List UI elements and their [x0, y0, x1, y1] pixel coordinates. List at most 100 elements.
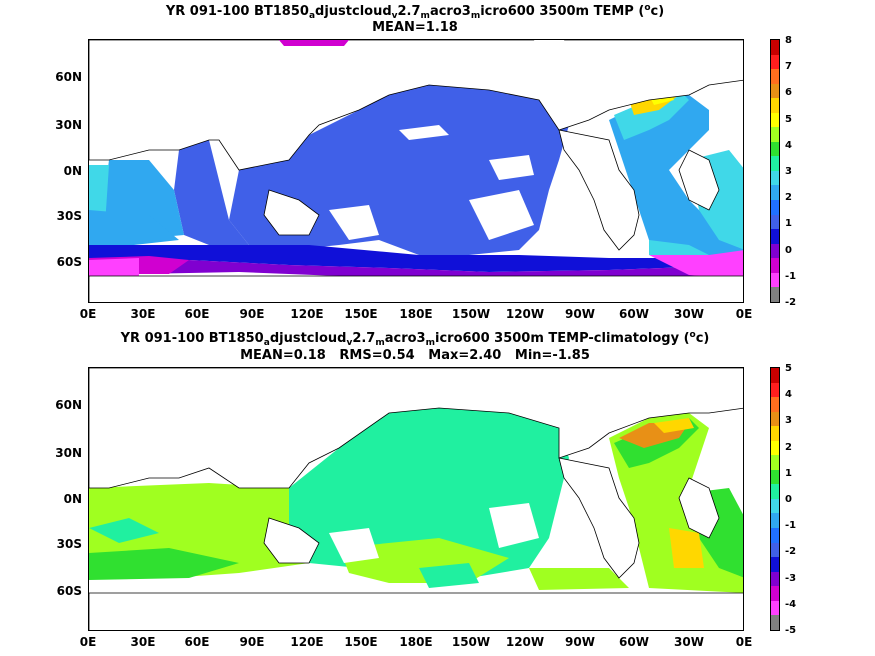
colorbar-tick-label: 2	[785, 441, 792, 453]
colorbar-tick-label: 3	[785, 166, 792, 177]
panel1-lat-30n: 30N	[55, 118, 82, 132]
colorbar-swatch	[771, 586, 779, 601]
panel2-lon-0e-end: 0E	[735, 635, 753, 649]
panel2-lat-30n: 30N	[55, 446, 82, 460]
colorbar-swatch	[771, 513, 779, 529]
panel1-lon-180e: 180E	[399, 307, 433, 321]
colorbar-swatch	[771, 615, 779, 630]
colorbar-tick-label: -5	[785, 625, 797, 636]
panel2-title: YR 091-100 BT1850adjustcloudv2.7macro3mi…	[120, 330, 710, 348]
panel1-lon-0e-end: 0E	[735, 307, 753, 321]
panel2-lon-150w: 150W	[451, 635, 491, 649]
colorbar-tick-label: -4	[785, 598, 797, 610]
colorbar-swatch	[771, 528, 779, 543]
panel2-lat-60s: 60S	[56, 584, 82, 598]
panel2-lon-90e: 90E	[239, 635, 265, 649]
colorbar-swatch	[771, 498, 779, 514]
panel2-colorbar	[770, 367, 780, 631]
colorbar-swatch	[771, 287, 779, 302]
panel1-lon-0e: 0E	[79, 307, 97, 321]
colorbar-tick-label: -1	[785, 520, 797, 532]
panel2-map-graphic	[89, 368, 743, 630]
colorbar-swatch	[771, 141, 779, 157]
panel1-lon-60w: 60W	[619, 307, 649, 321]
panel1-lon-30e: 30E	[130, 307, 156, 321]
panel1-map	[88, 39, 744, 303]
panel1-lon-90e: 90E	[239, 307, 265, 321]
colorbar-tick-label: 0	[785, 244, 792, 256]
panel1-lon-150e: 150E	[344, 307, 378, 321]
colorbar-swatch	[771, 411, 779, 427]
panel2-lon-150e: 150E	[344, 635, 378, 649]
colorbar-swatch	[771, 455, 779, 470]
colorbar-swatch	[771, 368, 779, 383]
colorbar-tick-label: 2	[785, 192, 792, 204]
colorbar-tick-label: 7	[785, 61, 792, 73]
panel2-lat-60n: 60N	[55, 398, 82, 412]
colorbar-swatch	[771, 243, 779, 259]
colorbar-swatch	[771, 54, 779, 70]
colorbar-swatch	[771, 382, 779, 398]
panel1-lat-30s: 30S	[56, 209, 82, 223]
colorbar-swatch	[771, 484, 779, 499]
colorbar-swatch	[771, 571, 779, 587]
panel1-lat-60n: 60N	[55, 70, 82, 84]
panel1-colorbar	[770, 39, 780, 303]
colorbar-swatch	[771, 469, 779, 485]
colorbar-tick-label: 5	[785, 113, 792, 125]
panel2-lon-120e: 120E	[290, 635, 324, 649]
colorbar-tick-label: -2	[785, 546, 797, 558]
colorbar-swatch	[771, 200, 779, 215]
colorbar-swatch	[771, 426, 779, 441]
colorbar-swatch	[771, 69, 779, 84]
panel2-lon-30e: 30E	[130, 635, 156, 649]
colorbar-tick-label: 4	[785, 389, 792, 401]
colorbar-swatch	[771, 127, 779, 142]
panel2-lat-0n: 0N	[63, 492, 82, 506]
colorbar-tick-label: 1	[785, 218, 792, 230]
panel2-lon-120w: 120W	[505, 635, 545, 649]
colorbar-tick-label: 8	[785, 35, 792, 46]
colorbar-swatch	[771, 185, 779, 201]
colorbar-swatch	[771, 170, 779, 186]
colorbar-swatch	[771, 557, 779, 572]
panel2-lon-60e: 60E	[184, 635, 210, 649]
colorbar-swatch	[771, 112, 779, 128]
colorbar-swatch	[771, 440, 779, 456]
colorbar-swatch	[771, 600, 779, 616]
colorbar-tick-label: 6	[785, 87, 792, 99]
colorbar-swatch	[771, 229, 779, 244]
colorbar-tick-label: -1	[785, 270, 797, 282]
panel1-lon-60e: 60E	[184, 307, 210, 321]
colorbar-tick-label: 4	[785, 139, 792, 151]
colorbar-tick-label: 1	[785, 467, 792, 479]
colorbar-tick-label: 3	[785, 415, 792, 427]
panel1-title: YR 091-100 BT1850adjustcloudv2.7macro3mi…	[165, 3, 665, 21]
colorbar-tick-label: 0	[785, 494, 792, 505]
colorbar-swatch	[771, 156, 779, 171]
colorbar-swatch	[771, 272, 779, 288]
panel1-lon-30w: 30W	[674, 307, 704, 321]
panel1-lon-90w: 90W	[565, 307, 595, 321]
panel1-stats: MEAN=1.18	[372, 20, 458, 35]
panel2-map	[88, 367, 744, 631]
panel2-lat-30s: 30S	[56, 537, 82, 551]
panel2-lon-60w: 60W	[619, 635, 649, 649]
colorbar-swatch	[771, 214, 779, 230]
panel2-lon-180e: 180E	[399, 635, 433, 649]
panel1-lon-150w: 150W	[451, 307, 491, 321]
colorbar-swatch	[771, 98, 779, 113]
panel2-lon-0e: 0E	[79, 635, 97, 649]
panel2-lon-30w: 30W	[674, 635, 704, 649]
panel1-lat-60s: 60S	[56, 255, 82, 269]
colorbar-swatch	[771, 83, 779, 99]
panel2-stats: MEAN=0.18 RMS=0.54 Max=2.40 Min=-1.85	[240, 348, 590, 363]
panel1-lon-120w: 120W	[505, 307, 545, 321]
colorbar-swatch	[771, 258, 779, 273]
colorbar-swatch	[771, 542, 779, 558]
colorbar-tick-label: 5	[785, 363, 792, 374]
colorbar-tick-label: -3	[785, 572, 797, 584]
colorbar-swatch	[771, 40, 779, 55]
panel1-map-graphic	[89, 40, 743, 302]
panel1-lon-120e: 120E	[290, 307, 324, 321]
